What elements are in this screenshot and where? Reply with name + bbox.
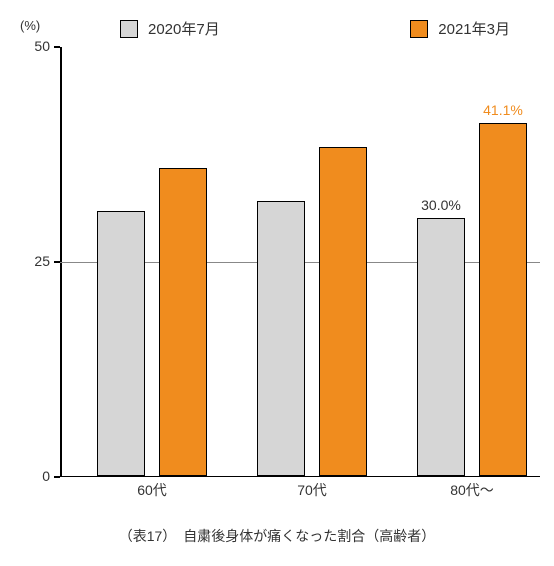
category-label: 80代〜 — [450, 480, 494, 500]
legend-item-1: 2021年3月 — [410, 18, 510, 39]
y-tick — [54, 476, 60, 478]
bar: 30.0% — [417, 218, 465, 476]
bar-group: 30.0%41.1%80代〜 — [417, 123, 527, 476]
plot-area: 02550 60代70代30.0%41.1%80代〜 — [60, 47, 540, 477]
legend-label-1: 2021年3月 — [438, 18, 510, 39]
legend-swatch-1 — [410, 20, 428, 38]
bar — [319, 147, 367, 476]
category-label: 70代 — [297, 480, 327, 500]
chart-caption: （表17） 自粛後身体が痛くなった割合（高齢者） — [0, 526, 554, 546]
y-tick-label: 25 — [20, 253, 50, 269]
chart-container: (%) 2020年7月 2021年3月 0 25 50 60代 70代 30.0% 41.… — [0, 0, 554, 566]
bar — [257, 201, 305, 476]
bar: 41.1% — [479, 123, 527, 476]
y-tick-label: 50 — [20, 38, 50, 54]
bar — [97, 211, 145, 476]
legend-label-0: 2020年7月 — [148, 18, 220, 39]
bar-value-label: 41.1% — [483, 102, 523, 118]
bar-group: 60代 — [97, 168, 207, 476]
legend: 2020年7月 2021年3月 — [120, 18, 534, 39]
bar-group: 70代 — [257, 147, 367, 476]
bar — [159, 168, 207, 476]
legend-swatch-0 — [120, 20, 138, 38]
bar-value-label: 30.0% — [421, 197, 461, 213]
y-tick — [54, 46, 60, 48]
y-axis-unit-label: (%) — [20, 18, 40, 33]
category-label: 60代 — [137, 480, 167, 500]
y-tick-label: 0 — [20, 468, 50, 484]
legend-item-0: 2020年7月 — [120, 18, 220, 39]
